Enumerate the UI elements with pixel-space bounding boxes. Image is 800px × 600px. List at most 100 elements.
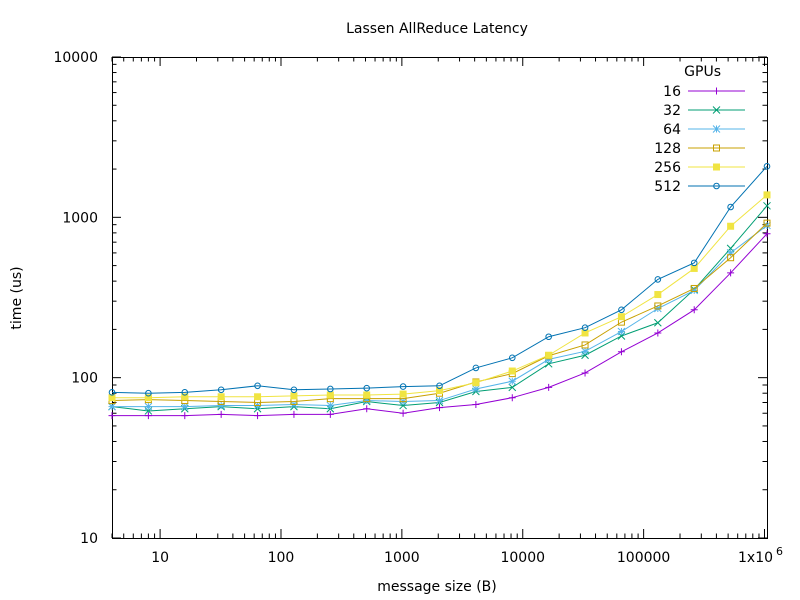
data-point (727, 203, 734, 211)
legend-label: 128 (654, 141, 681, 157)
data-point (581, 341, 589, 349)
data-point (217, 393, 225, 401)
data-point (217, 410, 225, 418)
data-point (508, 354, 516, 362)
data-point (713, 163, 720, 171)
data-point (581, 347, 589, 356)
data-point (545, 333, 552, 341)
data-point (581, 329, 589, 337)
series-512 (108, 163, 771, 397)
data-point (327, 385, 334, 393)
data-point (472, 379, 480, 387)
data-point (763, 163, 771, 170)
data-point (290, 386, 298, 394)
data-point (690, 306, 698, 314)
data-point (581, 351, 589, 360)
data-point (654, 276, 662, 283)
data-point (108, 402, 116, 411)
legend-label: 32 (663, 103, 681, 119)
legend-label: 512 (654, 179, 681, 195)
data-point (763, 221, 771, 230)
data-point (363, 391, 371, 399)
chart-title: Lassen AllReduce Latency (346, 21, 528, 37)
data-point (726, 249, 735, 257)
data-point (436, 404, 443, 412)
data-point (690, 284, 698, 292)
data-point (713, 87, 720, 95)
data-point (326, 391, 334, 399)
plot-frame (112, 57, 768, 539)
data-point (181, 412, 189, 420)
series-256 (108, 191, 771, 402)
data-point (399, 390, 407, 398)
series-64 (108, 221, 771, 411)
series-line (111, 205, 768, 412)
x-tick-label: 1x10 6 (738, 545, 783, 566)
series-128 (108, 219, 771, 407)
data-point (763, 219, 771, 227)
data-point (508, 377, 517, 386)
y-tick-label: 100 (71, 371, 98, 387)
data-point (472, 385, 480, 393)
series-line (111, 166, 768, 394)
series-line (112, 194, 768, 399)
y-tick-label: 10 (80, 531, 98, 547)
data-point (254, 412, 262, 420)
data-point (690, 286, 699, 295)
data-point (254, 382, 261, 390)
data-point (472, 401, 480, 409)
data-point (690, 259, 698, 267)
data-point (399, 409, 407, 417)
data-point (654, 329, 662, 337)
data-point (508, 367, 516, 375)
data-point (362, 396, 371, 405)
x-tick-label: 10000 (500, 550, 545, 566)
y-axis-label: time (us) (9, 266, 25, 329)
data-point (581, 369, 589, 377)
data-point (363, 384, 371, 392)
y-tick-label: 1000 (62, 210, 98, 226)
data-point (436, 387, 443, 395)
data-point (617, 327, 626, 336)
data-point (713, 182, 720, 190)
data-point (145, 389, 152, 397)
y-tick-label: 10000 (53, 50, 98, 66)
series-layer (108, 163, 771, 420)
series-line (112, 225, 768, 408)
data-point (763, 191, 771, 199)
data-point (435, 396, 444, 405)
data-point (217, 401, 226, 410)
data-point (690, 264, 698, 272)
x-tick-label: 100 (268, 550, 295, 566)
data-point (544, 355, 553, 364)
legend: GPUs 16 32 64 128 256 512 (654, 64, 745, 195)
data-point (727, 222, 735, 230)
legend-title: GPUs (684, 64, 721, 80)
data-point (727, 254, 735, 262)
data-point (618, 306, 625, 314)
data-point (144, 394, 152, 402)
data-point (436, 382, 443, 390)
data-point (654, 291, 662, 299)
data-point (581, 324, 589, 331)
data-point (144, 412, 152, 420)
data-point (712, 106, 721, 114)
data-point (617, 348, 625, 356)
data-point (545, 351, 553, 359)
x-axis-ticks: 10 100 1000 10000 100000 1x10 6 (111, 57, 783, 566)
data-point (508, 394, 516, 402)
data-point (290, 410, 298, 418)
data-point (217, 386, 225, 394)
data-point (290, 392, 298, 400)
x-tick-label: 1000 (384, 550, 420, 566)
data-point (181, 389, 189, 396)
legend-label: 64 (663, 122, 681, 138)
legend-label: 256 (654, 160, 681, 176)
data-point (653, 318, 662, 327)
x-axis-label: message size (B) (377, 579, 497, 595)
data-point (654, 302, 662, 310)
data-point (108, 389, 116, 396)
data-point (763, 201, 771, 210)
data-point (545, 383, 553, 391)
